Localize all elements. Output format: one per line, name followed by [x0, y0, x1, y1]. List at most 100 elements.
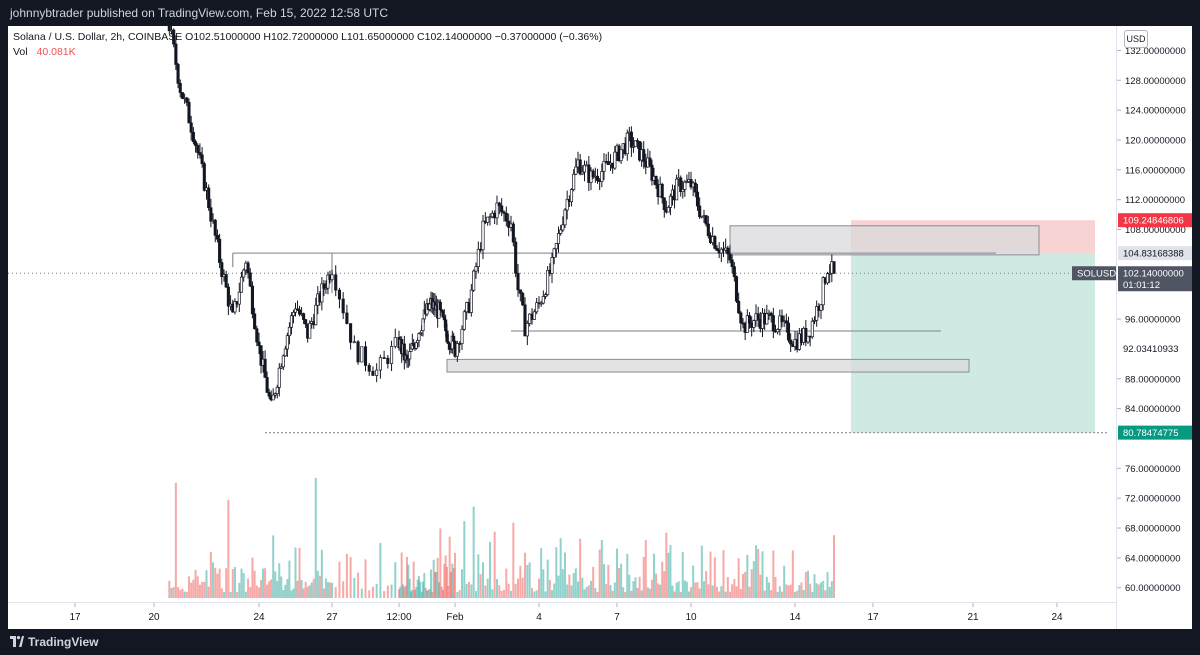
- volume-bar: [308, 585, 311, 598]
- volume-bar: [484, 585, 487, 598]
- candle-body: [563, 209, 567, 226]
- volume-bar: [774, 576, 777, 598]
- candle-body: [196, 145, 200, 153]
- candle-body: [535, 302, 539, 313]
- volume-bar: [233, 567, 236, 598]
- volume-bar: [312, 578, 315, 598]
- volume-bar: [538, 578, 540, 598]
- candle-body: [825, 273, 830, 284]
- volume-bar: [642, 557, 645, 598]
- volume-bar: [791, 550, 794, 598]
- candle-body: [185, 97, 189, 103]
- volume-bar: [262, 568, 265, 598]
- candle-body: [220, 262, 224, 277]
- volume-bar: [427, 590, 430, 598]
- legend-vol-label: Vol: [13, 46, 28, 58]
- candle-body: [462, 311, 466, 330]
- volume-bar: [510, 590, 512, 598]
- volume-bar: [435, 571, 438, 598]
- current-price-value: 102.14000000: [1123, 269, 1184, 280]
- volume-bar: [807, 570, 809, 598]
- candle-body: [693, 182, 697, 193]
- volume-bar: [181, 588, 184, 598]
- candle-body: [215, 234, 219, 240]
- tradingview-logo-icon: [10, 636, 24, 647]
- price-axis-label: 68.00000000: [1125, 524, 1180, 535]
- candle-body: [574, 166, 578, 175]
- candle-body: [308, 323, 312, 339]
- volume-bar: [507, 583, 510, 598]
- price-axis-label: 120.00000000: [1125, 135, 1186, 146]
- volume-bar: [811, 591, 814, 598]
- volume-bar: [379, 542, 382, 598]
- candle-body: [523, 304, 527, 337]
- volume-bar: [403, 587, 406, 598]
- volume-bar: [553, 583, 556, 598]
- candle-body: [565, 199, 569, 211]
- candle-body: [352, 341, 356, 344]
- symbol-legend: Solana / U.S. Dollar, 2h, COINBASE O102.…: [13, 30, 602, 60]
- volume-bar: [720, 586, 723, 598]
- volume-bar: [757, 548, 760, 598]
- current-price-tag-bg: [1118, 266, 1192, 292]
- candle-body: [569, 189, 574, 203]
- volume-bar: [709, 551, 712, 598]
- price-axis-label: 116.00000000: [1125, 165, 1185, 176]
- candle-body: [715, 247, 719, 251]
- publisher-bar: johnnybtrader published on TradingView.c…: [0, 0, 1200, 26]
- price-axis[interactable]: 132.00000000 128.00000000 124.00000000 120.…: [1116, 26, 1193, 629]
- volume-bar: [696, 582, 699, 598]
- candle-body: [393, 336, 397, 347]
- candle-body: [275, 387, 279, 395]
- volume-bar: [349, 557, 352, 598]
- volume-bar: [572, 573, 575, 598]
- candle-body: [648, 157, 652, 166]
- volume-bar: [201, 581, 204, 598]
- candle-body: [255, 328, 259, 343]
- candle-body: [337, 289, 341, 300]
- candle-body: [349, 323, 353, 343]
- volume-bar: [399, 586, 402, 598]
- candle-body: [518, 289, 522, 294]
- candle-body: [578, 159, 582, 175]
- volume-bar: [752, 561, 755, 598]
- volume-bar: [768, 582, 770, 598]
- candle-body: [472, 270, 476, 291]
- candle-body: [683, 181, 687, 190]
- volume-bar: [755, 545, 757, 598]
- candle-body: [769, 312, 773, 316]
- candle-body: [481, 220, 485, 251]
- time-axis[interactable]: 17 20 24 27 12:00 Feb 4 7 10 14 17 21 24: [8, 602, 1116, 630]
- candle-body: [633, 140, 638, 147]
- legend-symbol: Solana / U.S. Dollar, 2h, COINBASE: [13, 31, 183, 43]
- volume-bar: [236, 591, 239, 598]
- volume-bar: [521, 577, 524, 598]
- candle-body: [253, 313, 257, 330]
- volume-bar: [406, 556, 408, 598]
- volume-bar: [375, 583, 378, 598]
- candle-body: [572, 173, 576, 190]
- candle-body: [273, 393, 277, 396]
- volume-bar: [733, 578, 736, 598]
- chart-panel[interactable]: SOLUSD Solana / U.S. Dollar, 2h, COINBAS…: [8, 26, 1192, 629]
- volume-bar: [607, 564, 610, 598]
- volume-bar: [605, 583, 608, 598]
- candle-body: [737, 300, 741, 314]
- candle-body: [698, 205, 702, 218]
- volume-bar: [692, 565, 695, 598]
- currency-button[interactable]: USD: [1124, 30, 1148, 48]
- volume-bar: [412, 561, 415, 598]
- volume-bar: [475, 591, 477, 598]
- volume-bar: [357, 572, 360, 598]
- candle-body: [324, 287, 328, 290]
- price-plot[interactable]: SOLUSD: [8, 26, 1116, 602]
- volume-bar: [669, 545, 672, 598]
- volume-bar: [632, 581, 635, 598]
- volume-bar: [690, 587, 692, 598]
- volume-bar: [535, 590, 538, 598]
- candle-body: [591, 170, 595, 178]
- candle-body: [326, 274, 330, 289]
- volume-bar: [247, 578, 250, 598]
- price-axis-label: 108.00000000: [1125, 225, 1186, 236]
- volume-bar: [731, 584, 734, 598]
